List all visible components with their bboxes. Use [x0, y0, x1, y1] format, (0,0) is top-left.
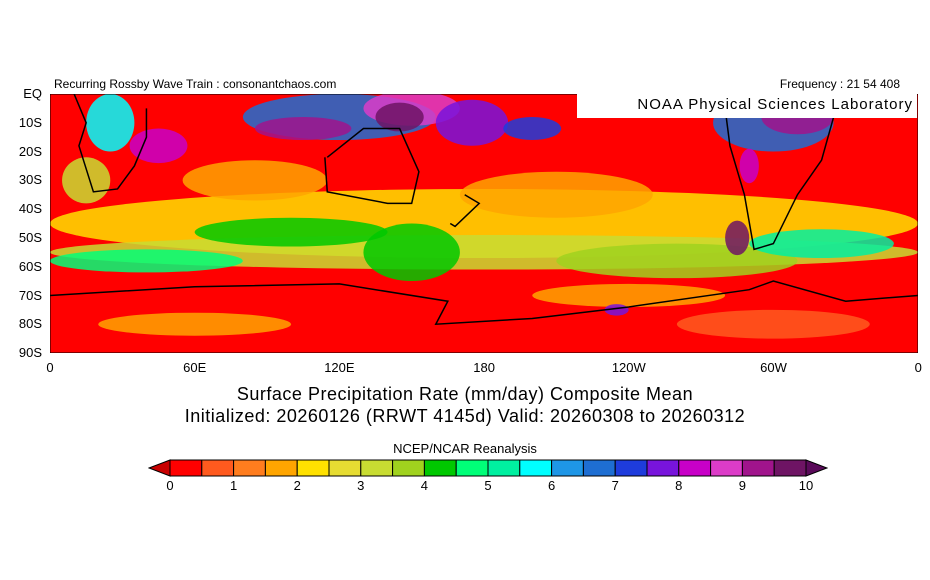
- lon-tick-label: 0: [914, 360, 922, 375]
- colorbar-label: 7: [611, 478, 619, 493]
- coastline: [73, 94, 148, 193]
- precip-region: [676, 309, 870, 339]
- colorbar-label: 4: [420, 478, 428, 493]
- colorbar-label: 10: [798, 478, 814, 493]
- precip-region: [363, 223, 460, 282]
- credit-label: NOAA Physical Sciences Laboratory: [577, 94, 917, 118]
- precip-region: [254, 117, 352, 141]
- coastline: [724, 108, 835, 251]
- coastline: [324, 127, 420, 205]
- precip-region: [50, 249, 243, 273]
- precip-region: [725, 220, 750, 256]
- colorbar-swatch: [296, 459, 330, 477]
- lat-tick-label: 50S: [18, 230, 42, 245]
- lon-tick-label: 120E: [324, 360, 355, 375]
- lat-tick-label: EQ: [23, 86, 42, 101]
- lon-tick-label: 60E: [183, 360, 207, 375]
- precipitation-map: [50, 94, 918, 353]
- colorbar-swatch: [678, 459, 712, 477]
- source-label: NCEP/NCAR Reanalysis: [393, 441, 537, 456]
- precip-region: [532, 283, 726, 307]
- colorbar-swatch: [741, 459, 775, 477]
- colorbar-swatch: [646, 459, 680, 477]
- colorbar-swatch: [264, 459, 298, 477]
- colorbar-label: 1: [229, 478, 238, 493]
- lat-tick-label: 40S: [18, 201, 42, 217]
- precip-region: [375, 102, 424, 132]
- lat-tick-label: 90S: [18, 345, 42, 361]
- colorbar-swatch: [201, 459, 235, 477]
- lat-tick-label: 10S: [18, 114, 42, 130]
- precip-region: [86, 94, 135, 152]
- colorbar-swatch: [455, 459, 489, 477]
- colorbar-label: 9: [738, 478, 746, 493]
- lon-tick-label: 0: [46, 360, 54, 375]
- colorbar-swatch: [582, 459, 616, 477]
- precip-region: [194, 217, 388, 247]
- colorbar-swatch: [487, 459, 521, 477]
- colorbar-swatch: [519, 459, 553, 477]
- colorbar-label: 6: [547, 478, 556, 493]
- lat-tick-label: 30S: [18, 172, 42, 188]
- colorbar-label: 3: [357, 478, 365, 493]
- lon-tick-label: 180: [473, 360, 495, 375]
- colorbar-under-triangle: [148, 459, 171, 477]
- lon-tick-label: 120W: [611, 360, 646, 375]
- precip-region: [749, 229, 894, 259]
- lat-tick-label: 60S: [18, 258, 42, 274]
- coastline: [50, 280, 918, 326]
- lat-tick-label: 20S: [18, 143, 42, 159]
- precip-region: [503, 117, 562, 141]
- colorbar-swatch: [392, 459, 425, 477]
- colorbar-swatch: [551, 459, 584, 477]
- colorbar-label: 0: [166, 478, 174, 493]
- precip-region: [459, 171, 653, 218]
- precip-region: [435, 99, 509, 146]
- colorbar-swatch: [614, 459, 648, 477]
- precip-region: [62, 157, 111, 204]
- colorbar-label: 2: [293, 478, 301, 493]
- lat-tick-label: 80S: [18, 316, 42, 332]
- precip-region: [182, 160, 328, 201]
- precip-region: [739, 148, 759, 184]
- precip-region: [98, 312, 292, 336]
- colorbar-label: 5: [484, 478, 492, 493]
- colorbar-swatch: [328, 459, 362, 477]
- coastline: [449, 194, 481, 228]
- title-line1: Surface Precipitation Rate (mm/day) Comp…: [236, 384, 694, 404]
- colorbar-over-triangle: [805, 459, 828, 477]
- lat-tick-label: 70S: [18, 287, 42, 303]
- precip-region: [353, 142, 422, 189]
- colorbar-swatch: [423, 459, 457, 477]
- header-left: Recurring Rossby Wave Train : consonantc…: [54, 77, 337, 91]
- colorbar: [148, 459, 828, 477]
- lon-tick-label: 60W: [760, 360, 787, 375]
- title-line2: Initialized: 20260126 (RRWT 4145d) Valid…: [184, 406, 746, 426]
- header-right: Frequency : 21 54 408: [779, 77, 900, 91]
- precip-region: [129, 128, 188, 164]
- colorbar-swatch: [169, 459, 203, 477]
- colorbar-swatch: [773, 459, 807, 477]
- colorbar-swatch: [233, 459, 266, 477]
- colorbar-swatch: [360, 459, 394, 477]
- colorbar-swatch: [710, 459, 743, 477]
- colorbar-label: 8: [675, 478, 683, 493]
